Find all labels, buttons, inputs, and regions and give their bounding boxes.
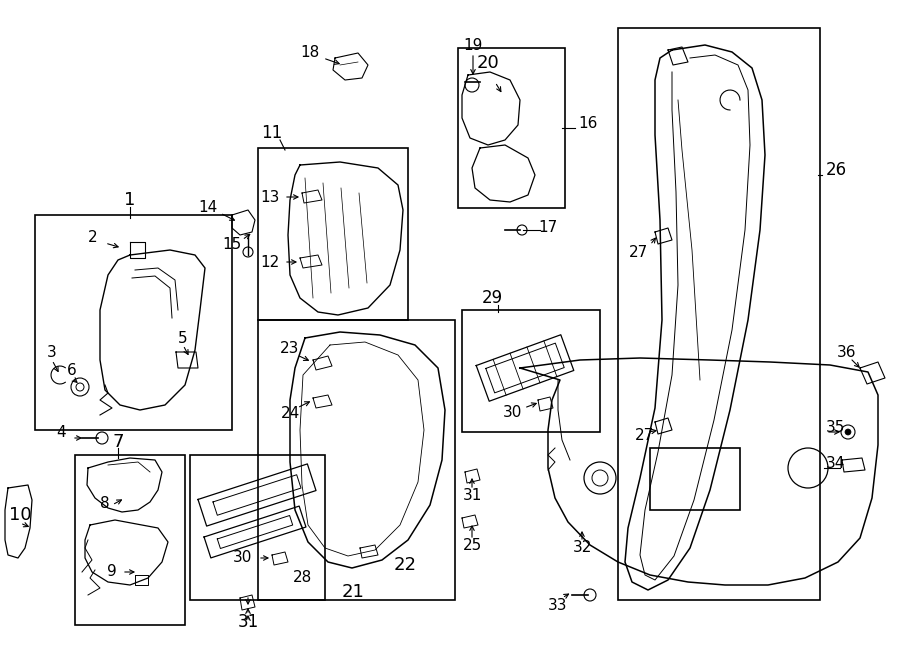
Circle shape [845, 429, 851, 435]
Bar [35, 215, 232, 430]
Text: 21: 21 [342, 583, 364, 601]
Text: 27: 27 [628, 244, 648, 260]
Bar [458, 48, 565, 208]
Text: 30: 30 [232, 551, 252, 565]
Text: 2: 2 [88, 230, 98, 244]
Text: 33: 33 [548, 598, 568, 612]
Text: 31: 31 [463, 487, 482, 502]
Text: 30: 30 [502, 404, 522, 420]
Text: 19: 19 [464, 38, 482, 52]
Text: 3: 3 [47, 344, 57, 359]
Bar [258, 320, 455, 600]
Text: 16: 16 [578, 115, 598, 130]
Text: 17: 17 [538, 220, 558, 234]
Text: 22: 22 [393, 556, 417, 574]
Text: 34: 34 [826, 455, 845, 471]
Text: 12: 12 [260, 254, 280, 269]
Text: 35: 35 [826, 420, 845, 434]
Text: 6: 6 [68, 363, 76, 377]
Text: 23: 23 [280, 340, 300, 355]
Text: 29: 29 [482, 289, 502, 307]
Text: 7: 7 [112, 433, 124, 451]
Bar [462, 310, 600, 432]
Text: 9: 9 [107, 565, 117, 579]
Text: 27: 27 [635, 428, 654, 442]
Text: 10: 10 [9, 506, 32, 524]
Text: 20: 20 [477, 54, 500, 72]
Bar [650, 448, 740, 510]
Text: 36: 36 [837, 344, 857, 359]
Bar [258, 148, 408, 320]
Bar [618, 28, 820, 600]
Text: 1: 1 [124, 191, 136, 209]
Text: 28: 28 [292, 571, 311, 585]
Text: 14: 14 [198, 199, 218, 214]
Bar [75, 455, 185, 625]
Text: 26: 26 [826, 161, 847, 179]
Text: 18: 18 [301, 44, 320, 60]
Text: 15: 15 [222, 236, 241, 252]
Text: 31: 31 [238, 613, 258, 631]
Text: 4: 4 [56, 424, 66, 440]
Text: 24: 24 [281, 406, 300, 420]
Text: 11: 11 [261, 124, 283, 142]
Text: 5: 5 [178, 330, 188, 346]
Text: 32: 32 [572, 540, 591, 555]
Text: 13: 13 [260, 189, 280, 205]
Text: 25: 25 [463, 538, 482, 553]
Text: 8: 8 [100, 495, 110, 510]
Bar [190, 455, 325, 600]
